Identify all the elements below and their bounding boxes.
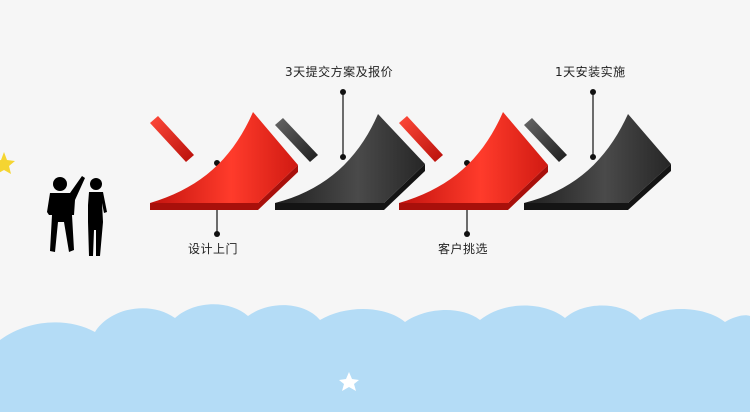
step-4-label: 1天安装实施 xyxy=(555,65,626,79)
step-1-label: 设计上门 xyxy=(188,242,239,256)
step-4-ramp xyxy=(524,114,671,210)
star-icon xyxy=(0,152,15,174)
star-icon xyxy=(339,372,359,391)
step-2-ramp xyxy=(275,114,425,210)
cloud-footer xyxy=(0,304,750,412)
connector-dots xyxy=(214,89,596,237)
step-3-ramp xyxy=(399,112,548,210)
step-3-label: 客户挑选 xyxy=(438,242,489,256)
step-1-ramp xyxy=(150,112,298,210)
business-people-silhouette-icon xyxy=(47,176,107,256)
step-2-label: 3天提交方案及报价 xyxy=(285,65,394,79)
